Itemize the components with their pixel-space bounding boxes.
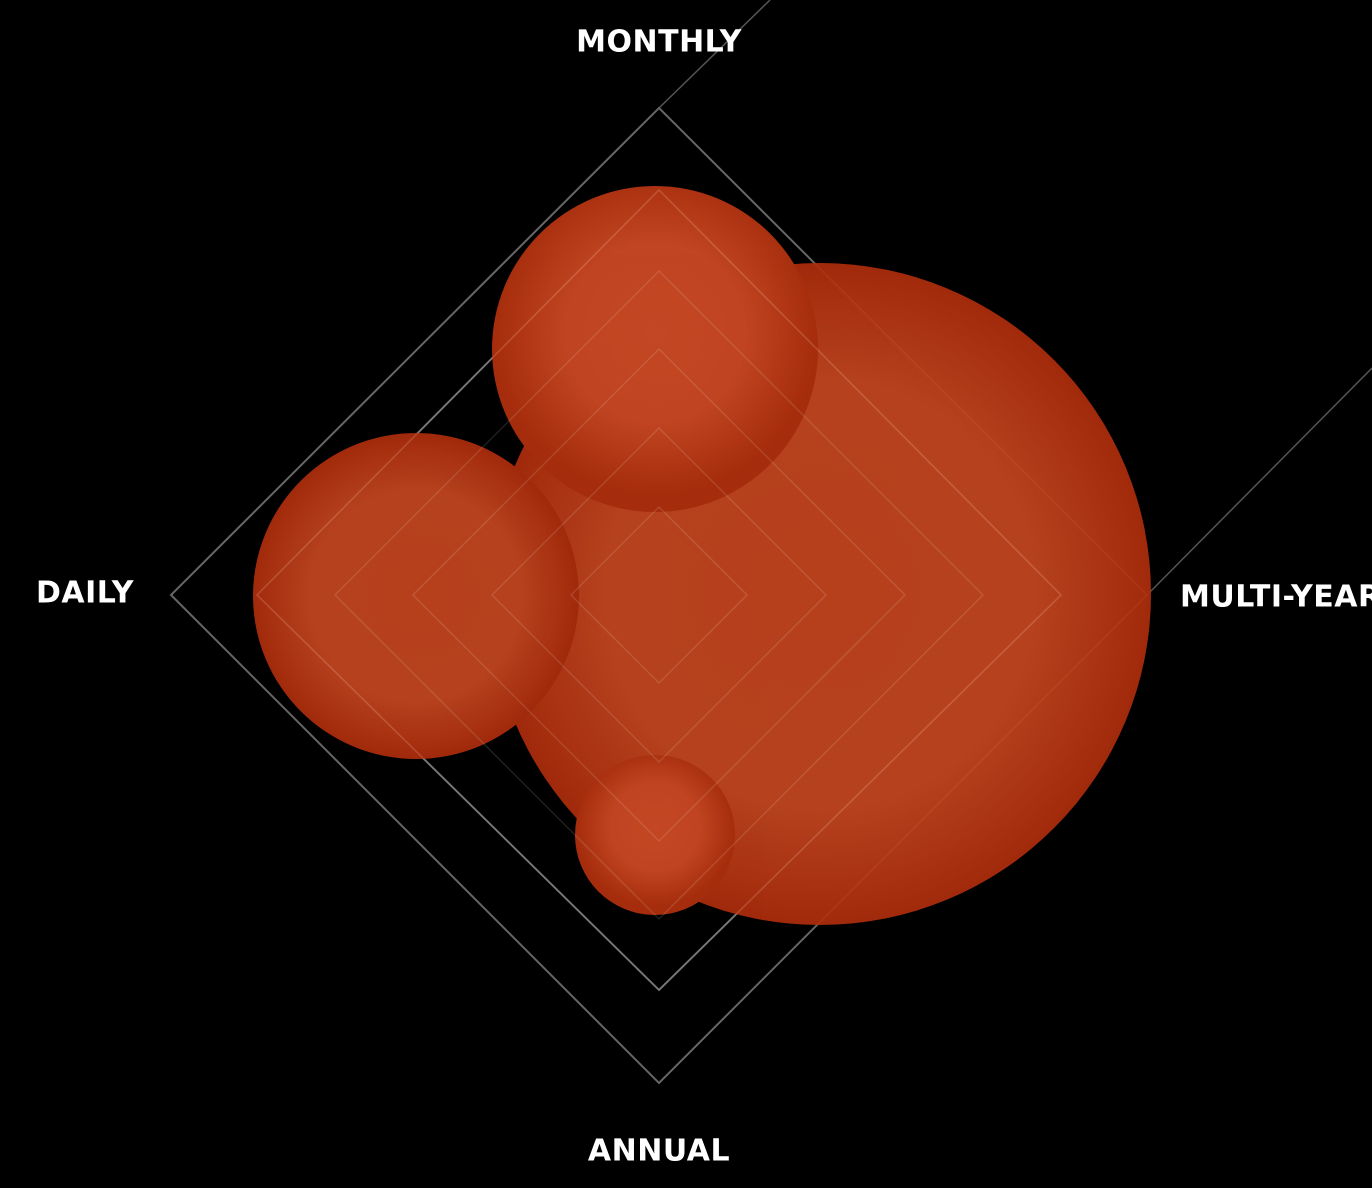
bubble (492, 186, 818, 512)
bubbles (253, 186, 1151, 925)
axis-label: DAILY (36, 576, 135, 611)
bubble (575, 755, 735, 915)
grid-diamond (333, 269, 985, 921)
axis-label: ANNUAL (588, 1134, 730, 1169)
grid-diamond (255, 188, 1063, 992)
grid-diamond (490, 426, 828, 764)
axis-line (658, 0, 771, 109)
bubble (253, 433, 579, 759)
grid-diamond (569, 505, 749, 685)
axis-label: MULTI-YEAR (1180, 580, 1372, 615)
axis-line (1146, 367, 1372, 596)
grid-diamond (411, 347, 907, 843)
axis-lines (658, 0, 1372, 596)
axis-label: MONTHLY (576, 25, 742, 60)
inner-grid (255, 188, 1063, 992)
